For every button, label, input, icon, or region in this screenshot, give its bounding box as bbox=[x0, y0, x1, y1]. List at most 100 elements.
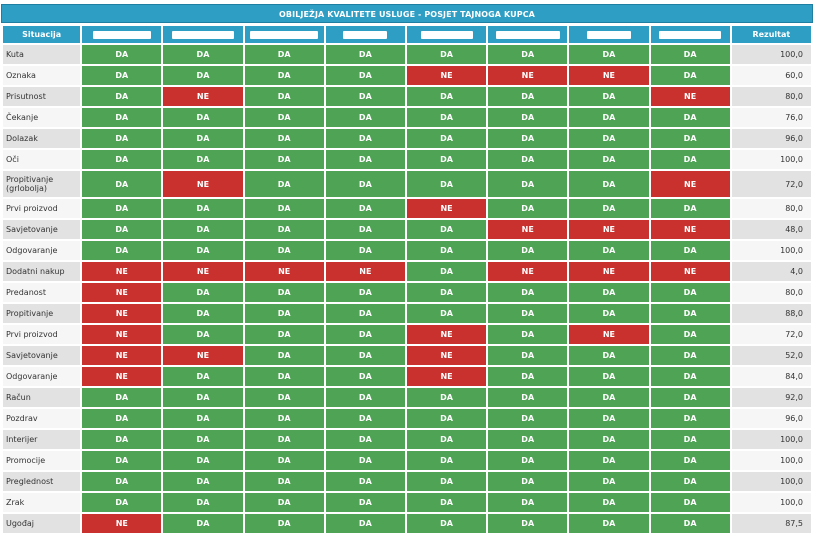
column-header-situation: Situacija bbox=[3, 26, 81, 43]
status-cell: DA bbox=[650, 388, 730, 407]
status-cell: DA bbox=[650, 241, 730, 260]
redacted-header-label bbox=[250, 30, 319, 39]
table-row: Odgovaranje DA DA DA DA DA DA DA DA 100,0 bbox=[3, 241, 811, 260]
status-cell: DA bbox=[325, 430, 405, 449]
status-cell: DA bbox=[650, 66, 730, 85]
status-cell: DA bbox=[82, 493, 162, 512]
row-result: 72,0 bbox=[731, 325, 811, 344]
status-cell: DA bbox=[406, 430, 487, 449]
column-header-redacted bbox=[488, 26, 568, 43]
redacted-header-label bbox=[586, 30, 631, 39]
status-cell: DA bbox=[244, 493, 324, 512]
status-cell: DA bbox=[406, 493, 487, 512]
status-cell: DA bbox=[244, 472, 324, 491]
table-row: Pozdrav DA DA DA DA DA DA DA DA 96,0 bbox=[3, 409, 811, 428]
table-row: Ugođaj NE DA DA DA DA DA DA DA 87,5 bbox=[3, 514, 811, 533]
table-row: Dodatni nakup NE NE NE NE DA NE NE NE 4,0 bbox=[3, 262, 811, 281]
row-result: 60,0 bbox=[731, 66, 811, 85]
status-cell: DA bbox=[244, 241, 324, 260]
table-row: Predanost NE DA DA DA DA DA DA DA 80,0 bbox=[3, 283, 811, 302]
status-cell: DA bbox=[325, 493, 405, 512]
status-cell: DA bbox=[650, 129, 730, 148]
table-row: Zrak DA DA DA DA DA DA DA DA 100,0 bbox=[3, 493, 811, 512]
status-cell: DA bbox=[569, 388, 649, 407]
status-cell: DA bbox=[163, 150, 243, 169]
status-cell: DA bbox=[325, 346, 405, 365]
status-cell: DA bbox=[406, 388, 487, 407]
status-cell: NE bbox=[406, 346, 487, 365]
status-cell: DA bbox=[163, 514, 243, 533]
status-cell: NE bbox=[569, 262, 649, 281]
row-result: 100,0 bbox=[731, 45, 811, 64]
row-result: 72,0 bbox=[731, 171, 811, 197]
row-label: Račun bbox=[3, 388, 81, 407]
status-cell: DA bbox=[488, 129, 568, 148]
status-cell: DA bbox=[650, 304, 730, 323]
redacted-header-label bbox=[92, 30, 151, 39]
status-cell: DA bbox=[569, 367, 649, 386]
redacted-header-label bbox=[343, 30, 388, 39]
status-cell: DA bbox=[488, 199, 568, 218]
status-cell: DA bbox=[406, 451, 487, 470]
status-cell: DA bbox=[163, 367, 243, 386]
status-cell: DA bbox=[650, 409, 730, 428]
status-cell: DA bbox=[488, 430, 568, 449]
row-label: Zrak bbox=[3, 493, 81, 512]
status-cell: DA bbox=[325, 283, 405, 302]
status-cell: DA bbox=[488, 45, 568, 64]
row-label: Predanost bbox=[3, 283, 81, 302]
row-result: 4,0 bbox=[731, 262, 811, 281]
status-cell: DA bbox=[325, 129, 405, 148]
status-cell: DA bbox=[325, 367, 405, 386]
status-cell: DA bbox=[488, 108, 568, 127]
status-cell: DA bbox=[244, 66, 324, 85]
table-row: Promocije DA DA DA DA DA DA DA DA 100,0 bbox=[3, 451, 811, 470]
status-cell: DA bbox=[488, 283, 568, 302]
status-cell: DA bbox=[650, 150, 730, 169]
status-cell: DA bbox=[82, 108, 162, 127]
status-cell: NE bbox=[163, 262, 243, 281]
status-cell: DA bbox=[163, 388, 243, 407]
status-cell: DA bbox=[325, 150, 405, 169]
redacted-header-label bbox=[420, 30, 473, 39]
column-header-redacted bbox=[406, 26, 487, 43]
table-row: Savjetovanje NE NE DA DA NE DA DA DA 52,0 bbox=[3, 346, 811, 365]
column-header-redacted bbox=[650, 26, 730, 43]
status-cell: NE bbox=[82, 262, 162, 281]
row-label: Odgovaranje bbox=[3, 241, 81, 260]
status-cell: DA bbox=[488, 472, 568, 491]
status-cell: DA bbox=[406, 150, 487, 169]
table-body: Kuta DA DA DA DA DA DA DA DA 100,0 Oznaka DA DA DA DA N… bbox=[3, 45, 811, 533]
status-cell: NE bbox=[163, 171, 243, 197]
status-cell: DA bbox=[650, 199, 730, 218]
status-cell: DA bbox=[82, 87, 162, 106]
status-cell: DA bbox=[163, 66, 243, 85]
status-cell: DA bbox=[244, 325, 324, 344]
table-row: Oči DA DA DA DA DA DA DA DA 100,0 bbox=[3, 150, 811, 169]
row-label: Pozdrav bbox=[3, 409, 81, 428]
row-result: 100,0 bbox=[731, 493, 811, 512]
table-row: Čekanje DA DA DA DA DA DA DA DA 76,0 bbox=[3, 108, 811, 127]
status-cell: DA bbox=[488, 346, 568, 365]
status-cell: NE bbox=[488, 262, 568, 281]
status-cell: DA bbox=[569, 304, 649, 323]
row-label: Dolazak bbox=[3, 129, 81, 148]
status-cell: DA bbox=[163, 241, 243, 260]
row-label: Oznaka bbox=[3, 66, 81, 85]
status-cell: NE bbox=[163, 346, 243, 365]
status-cell: DA bbox=[325, 388, 405, 407]
status-cell: DA bbox=[569, 150, 649, 169]
status-cell: DA bbox=[569, 493, 649, 512]
column-header-redacted bbox=[569, 26, 649, 43]
row-label: Oči bbox=[3, 150, 81, 169]
status-cell: DA bbox=[163, 325, 243, 344]
status-cell: NE bbox=[650, 262, 730, 281]
redacted-header-label bbox=[495, 30, 560, 39]
table-row: Kuta DA DA DA DA DA DA DA DA 100,0 bbox=[3, 45, 811, 64]
status-cell: DA bbox=[406, 220, 487, 239]
status-cell: DA bbox=[163, 108, 243, 127]
table-row: Prvi proizvod NE DA DA DA NE DA NE DA 72,0 bbox=[3, 325, 811, 344]
status-cell: DA bbox=[569, 171, 649, 197]
row-label: Prisutnost bbox=[3, 87, 81, 106]
status-cell: DA bbox=[406, 262, 487, 281]
